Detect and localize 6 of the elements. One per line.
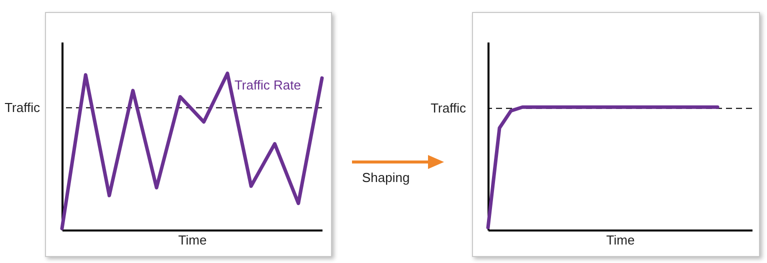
ref-line-label: Traffic [430,100,466,116]
x-axis-title: Time [178,232,207,248]
text: Shaping [362,170,410,185]
series-label: Traffic Rate [234,77,301,92]
ref-line-label: Traffic [4,100,40,115]
x-axis-title: Time [606,232,635,248]
